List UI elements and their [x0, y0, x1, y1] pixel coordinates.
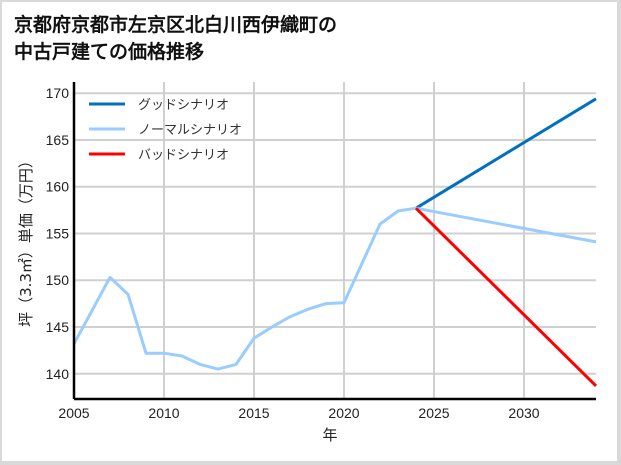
series-line-2 — [414, 207, 598, 387]
x-tick-label: 2015 — [238, 405, 269, 421]
y-tick-label: 160 — [46, 179, 70, 195]
legend-label-0: グッドシナリオ — [138, 98, 229, 113]
legend-label-2: バッドシナリオ — [138, 148, 229, 163]
y-tick-label: 150 — [46, 272, 70, 288]
title-line-1: 京都府京都市左京区北白川西伊織町の — [14, 14, 338, 36]
y-tick-label: 170 — [46, 85, 70, 101]
x-tick-label: 2005 — [58, 405, 89, 421]
y-tick-label: 145 — [46, 319, 70, 335]
y-tick-label: 140 — [46, 366, 70, 382]
x-axis-label: 年 — [322, 426, 337, 444]
x-tick-label: 2020 — [328, 405, 359, 421]
x-tick-label: 2010 — [148, 405, 179, 421]
y-tick-label: 155 — [46, 225, 70, 241]
chart-frame: 京都府京都市左京区北白川西伊織町の 中古戸建ての価格推移 2005 2010 201… — [2, 2, 617, 461]
series-line-0 — [415, 97, 597, 210]
legend-label-1: ノーマルシナリオ — [138, 123, 242, 138]
x-tick-label: 2025 — [418, 405, 449, 421]
y-axis-label: 坪（3.3㎡）単価（万円） — [17, 153, 35, 327]
y-tick-label: 165 — [46, 132, 70, 148]
series-line-1 — [72, 206, 597, 371]
title-line-2: 中古戸建ての価格推移 — [14, 41, 205, 63]
x-tick-label: 2030 — [508, 405, 539, 421]
line-chart: 2005 2010 2015 2020 2025 2030 140 145 150 155 160 1… — [17, 82, 598, 444]
chart-title: 京都府京都市左京区北白川西伊織町の 中古戸建ての価格推移 — [14, 12, 337, 66]
